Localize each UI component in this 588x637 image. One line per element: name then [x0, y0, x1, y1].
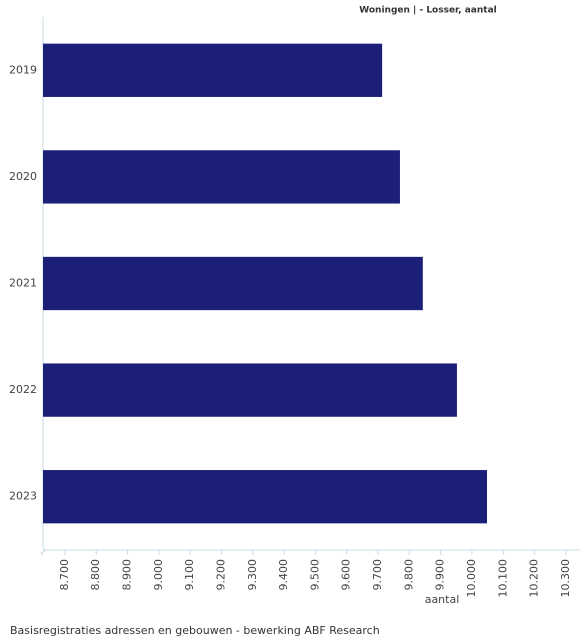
- x-tick-label: 10.000: [465, 559, 478, 598]
- x-tick-label: 8.900: [121, 559, 134, 591]
- y-tick-label: 2021: [9, 277, 37, 290]
- x-tick-label: 9.700: [371, 559, 384, 591]
- y-tick-label: 2022: [9, 383, 37, 396]
- y-tick-label: 2023: [9, 490, 37, 503]
- x-tick-label: 9.300: [246, 559, 259, 591]
- x-tick-label: 8.700: [58, 559, 71, 591]
- bar: [43, 150, 400, 204]
- bar: [43, 363, 457, 417]
- x-tick-label: 9.600: [340, 559, 353, 591]
- x-tick-label: 9.100: [183, 559, 196, 591]
- x-tick-label: 8.800: [89, 559, 102, 591]
- bar: [43, 470, 488, 524]
- y-tick-label: 2020: [9, 170, 37, 183]
- x-tick-label: 9.900: [434, 559, 447, 591]
- bar: [43, 43, 383, 97]
- source: Basisregistraties adressen en gebouwen -…: [10, 624, 380, 637]
- x-tick-label: 9.800: [402, 559, 415, 591]
- chart-title: Woningen | - Losser, aantal: [359, 6, 496, 16]
- x-axis-label: aantal: [425, 593, 460, 606]
- axis-break: [40, 545, 46, 557]
- bar: [43, 256, 423, 311]
- y-tick-label: 2019: [9, 63, 37, 76]
- x-tick-label: 10.100: [496, 559, 509, 598]
- x-tick-label: 9.500: [308, 559, 321, 591]
- x-tick-label: 10.300: [559, 559, 572, 598]
- x-tick-label: 10.200: [528, 559, 541, 598]
- x-tick-label: 9.200: [214, 559, 227, 591]
- x-tick-label: 9.000: [152, 559, 165, 591]
- x-tick-label: 9.400: [277, 559, 290, 591]
